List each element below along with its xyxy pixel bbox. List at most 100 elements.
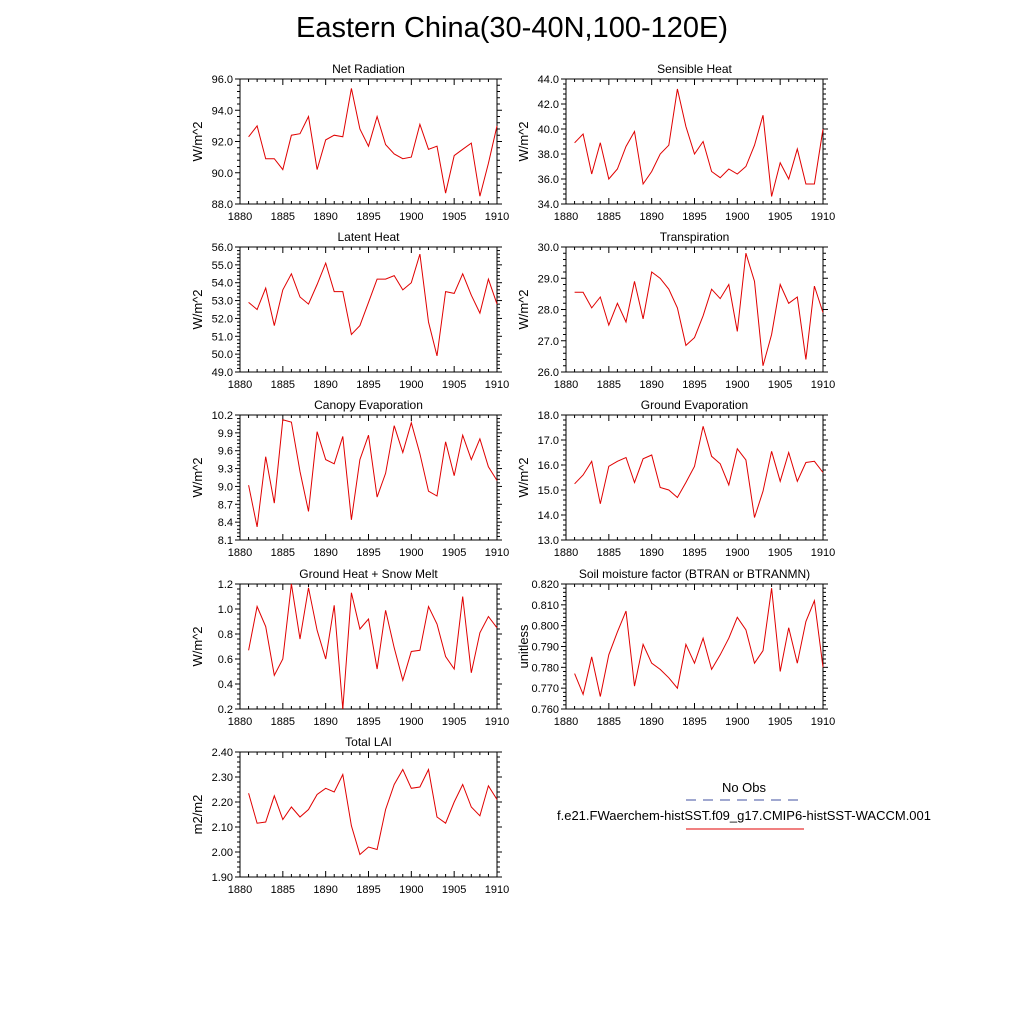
x-tick-label: 1880 — [228, 211, 252, 223]
y-tick-label: 2.10 — [212, 822, 233, 834]
x-tick-label: 1910 — [811, 211, 835, 223]
y-tick-label: 26.0 — [538, 367, 559, 379]
x-tick-label: 1905 — [442, 884, 466, 896]
x-tick-label: 1905 — [768, 379, 792, 391]
y-tick-label: 49.0 — [212, 367, 233, 379]
x-tick-label: 1895 — [682, 211, 706, 223]
x-tick-label: 1880 — [228, 379, 252, 391]
y-tick-label: 9.0 — [218, 481, 233, 493]
x-tick-label: 1895 — [682, 547, 706, 559]
y-tick-label: 56.0 — [212, 242, 233, 254]
x-tick-label: 1890 — [313, 716, 337, 728]
plot-frame — [239, 414, 498, 541]
panel-9: Total LAI m2/m2 1880 1885 1890 1895 1900 1905 19… — [190, 735, 509, 896]
y-tick-label: 0.810 — [531, 600, 559, 612]
series-line-1 — [248, 88, 498, 197]
y-axis-label: unitless — [516, 624, 531, 669]
x-tick-label: 1880 — [228, 547, 252, 559]
y-tick-label: 52.0 — [212, 313, 233, 325]
series-line-1 — [574, 88, 824, 197]
x-tick-label: 1900 — [399, 211, 423, 223]
x-tick-label: 1910 — [485, 716, 509, 728]
x-tick-label: 1885 — [597, 716, 621, 728]
x-tick-label: 1910 — [485, 211, 509, 223]
panel-title: Transpiration — [660, 230, 730, 244]
x-tick-label: 1895 — [356, 211, 380, 223]
y-tick-label: 42.0 — [538, 99, 559, 111]
y-tick-label: 0.770 — [531, 683, 559, 695]
x-tick-label: 1905 — [442, 716, 466, 728]
series-line-1 — [248, 767, 498, 856]
y-axis-label: W/m^2 — [516, 457, 531, 497]
y-tick-label: 8.1 — [218, 535, 233, 547]
y-tick-label: 0.800 — [531, 621, 559, 633]
y-tick-label: 9.9 — [218, 428, 233, 440]
y-tick-label: 0.820 — [531, 579, 559, 591]
y-tick-label: 51.0 — [212, 331, 233, 343]
x-tick-label: 1900 — [725, 716, 749, 728]
y-axis-label: W/m^2 — [516, 121, 531, 161]
y-tick-label: 17.0 — [538, 435, 559, 447]
legend-model-label: f.e21.FWaerchem-histSST.f09_g17.CMIP6-hi… — [557, 808, 931, 823]
plot-frame — [239, 78, 498, 205]
x-tick-label: 1890 — [639, 211, 663, 223]
panel-3: Latent Heat W/m^2 1880 1885 1890 1895 1900 1905… — [190, 230, 509, 391]
series-line-1 — [248, 419, 498, 527]
plot-frame — [565, 414, 824, 541]
x-tick-label: 1895 — [682, 379, 706, 391]
y-tick-label: 94.0 — [212, 105, 233, 117]
figure-title: Eastern China(30-40N,100-120E) — [295, 12, 729, 44]
panel-2: Sensible Heat W/m^2 1880 1885 1890 1895 1900 19… — [516, 62, 835, 223]
y-tick-label: 0.760 — [531, 704, 559, 716]
x-tick-label: 1885 — [597, 379, 621, 391]
x-tick-label: 1885 — [597, 547, 621, 559]
x-tick-label: 1890 — [313, 547, 337, 559]
y-tick-label: 0.2 — [218, 704, 233, 716]
series-line-1 — [574, 426, 824, 518]
panel-title: Canopy Evaporation — [314, 398, 423, 412]
y-tick-label: 14.0 — [538, 510, 559, 522]
x-tick-label: 1900 — [725, 211, 749, 223]
y-tick-label: 9.6 — [218, 446, 233, 458]
x-tick-label: 1895 — [356, 547, 380, 559]
x-tick-label: 1885 — [271, 379, 295, 391]
series-line-1 — [248, 253, 498, 357]
x-tick-label: 1895 — [356, 716, 380, 728]
x-tick-label: 1890 — [313, 884, 337, 896]
y-tick-label: 10.2 — [212, 410, 233, 422]
y-axis-label: W/m^2 — [190, 121, 205, 161]
plot-frame — [239, 751, 498, 878]
y-axis-label: W/m^2 — [516, 289, 531, 329]
y-tick-label: 2.00 — [212, 847, 233, 859]
x-tick-label: 1910 — [811, 547, 835, 559]
x-tick-label: 1885 — [271, 716, 295, 728]
panel-title: Latent Heat — [337, 230, 400, 244]
y-axis-label: W/m^2 — [190, 626, 205, 666]
y-tick-label: 0.8 — [218, 629, 233, 641]
x-tick-label: 1895 — [356, 379, 380, 391]
y-tick-label: 16.0 — [538, 460, 559, 472]
x-tick-label: 1880 — [554, 211, 578, 223]
y-tick-label: 8.7 — [218, 499, 233, 511]
panel-title: Net Radiation — [332, 62, 405, 76]
x-tick-label: 1890 — [313, 211, 337, 223]
x-tick-label: 1890 — [639, 547, 663, 559]
x-tick-label: 1905 — [442, 211, 466, 223]
y-tick-label: 1.2 — [218, 579, 233, 591]
x-tick-label: 1900 — [399, 884, 423, 896]
y-tick-label: 88.0 — [212, 199, 233, 211]
panel-title: Ground Heat + Snow Melt — [299, 567, 438, 581]
legend-obs-label: No Obs — [722, 780, 767, 795]
panel-1: Net Radiation W/m^2 1880 1885 1890 1895 1900 19… — [190, 62, 509, 223]
x-tick-label: 1905 — [768, 716, 792, 728]
panel-title: Ground Evaporation — [641, 398, 748, 412]
x-tick-label: 1900 — [399, 716, 423, 728]
x-tick-label: 1910 — [485, 884, 509, 896]
x-tick-label: 1890 — [313, 379, 337, 391]
plot-frame — [565, 583, 824, 710]
y-tick-label: 0.4 — [218, 679, 233, 691]
y-tick-label: 90.0 — [212, 168, 233, 180]
y-tick-label: 55.0 — [212, 260, 233, 272]
y-tick-label: 15.0 — [538, 485, 559, 497]
